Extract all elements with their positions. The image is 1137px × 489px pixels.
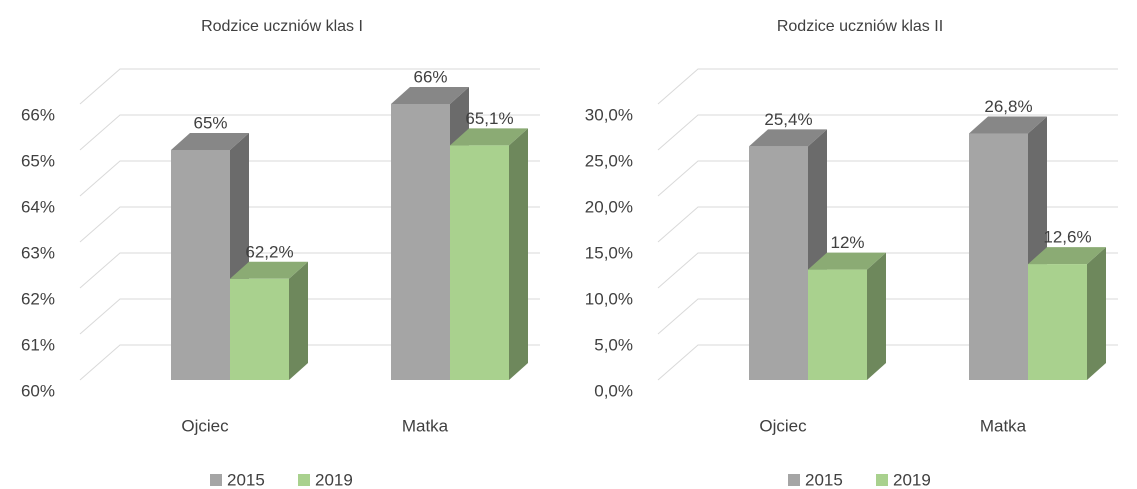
data-label: 12,6% (1043, 228, 1091, 247)
bar (450, 145, 509, 380)
grid-line (657, 160, 1118, 197)
bar (230, 278, 289, 380)
bar-side (289, 261, 308, 380)
legend-swatch (876, 474, 888, 486)
bar (969, 133, 1028, 380)
x-tick-label: Ojciec (181, 416, 229, 435)
bar-side (509, 128, 528, 380)
bar (391, 104, 450, 380)
y-tick-label: 0,0% (594, 381, 633, 400)
y-tick-label: 15,0% (585, 243, 633, 262)
bar-top (969, 116, 1047, 134)
chart-title: Rodzice uczniów klas I (201, 18, 363, 35)
grid-line (657, 114, 1118, 151)
y-tick-label: 10,0% (585, 289, 633, 308)
data-label: 25,4% (764, 110, 812, 129)
bar (1028, 264, 1087, 380)
data-label: 65,1% (465, 109, 513, 128)
bar (808, 269, 867, 380)
bar-top (749, 129, 827, 147)
bar (171, 150, 230, 380)
legend-label: 2019 (893, 470, 931, 489)
data-label: 26,8% (984, 97, 1032, 116)
data-label: 12% (830, 233, 864, 252)
x-tick-label: Matka (402, 416, 449, 435)
y-tick-label: 62% (21, 289, 55, 308)
y-tick-label: 66% (21, 105, 55, 124)
chart-title: Rodzice uczniów klas II (777, 18, 943, 35)
data-label: 66% (413, 67, 447, 86)
y-tick-label: 20,0% (585, 197, 633, 216)
bar-top (230, 261, 308, 279)
bar-top (391, 87, 469, 104)
grid-line (657, 68, 1118, 105)
legend-swatch (210, 474, 222, 486)
legend-label: 2015 (227, 470, 265, 489)
y-tick-label: 30,0% (585, 105, 633, 124)
legend-label: 2015 (805, 470, 843, 489)
bar-side (867, 252, 886, 380)
x-tick-label: Ojciec (759, 416, 807, 435)
legend-label: 2019 (315, 470, 353, 489)
bar-top (1028, 247, 1106, 265)
bar-top (808, 252, 886, 270)
bar-top (171, 133, 249, 150)
y-tick-label: 5,0% (594, 335, 633, 354)
legend-swatch (298, 474, 310, 486)
legend-swatch (788, 474, 800, 486)
y-tick-label: 64% (21, 197, 55, 216)
y-tick-label: 25,0% (585, 151, 633, 170)
y-tick-label: 60% (21, 381, 55, 400)
y-tick-label: 65% (21, 151, 55, 170)
bar-top (450, 128, 528, 146)
y-tick-label: 63% (21, 243, 55, 262)
x-tick-label: Matka (980, 416, 1027, 435)
y-tick-label: 61% (21, 335, 55, 354)
bar (749, 146, 808, 380)
bar-side (1087, 247, 1106, 380)
data-label: 62,2% (245, 242, 293, 261)
data-label: 65% (193, 113, 227, 132)
grid-line (79, 68, 540, 105)
